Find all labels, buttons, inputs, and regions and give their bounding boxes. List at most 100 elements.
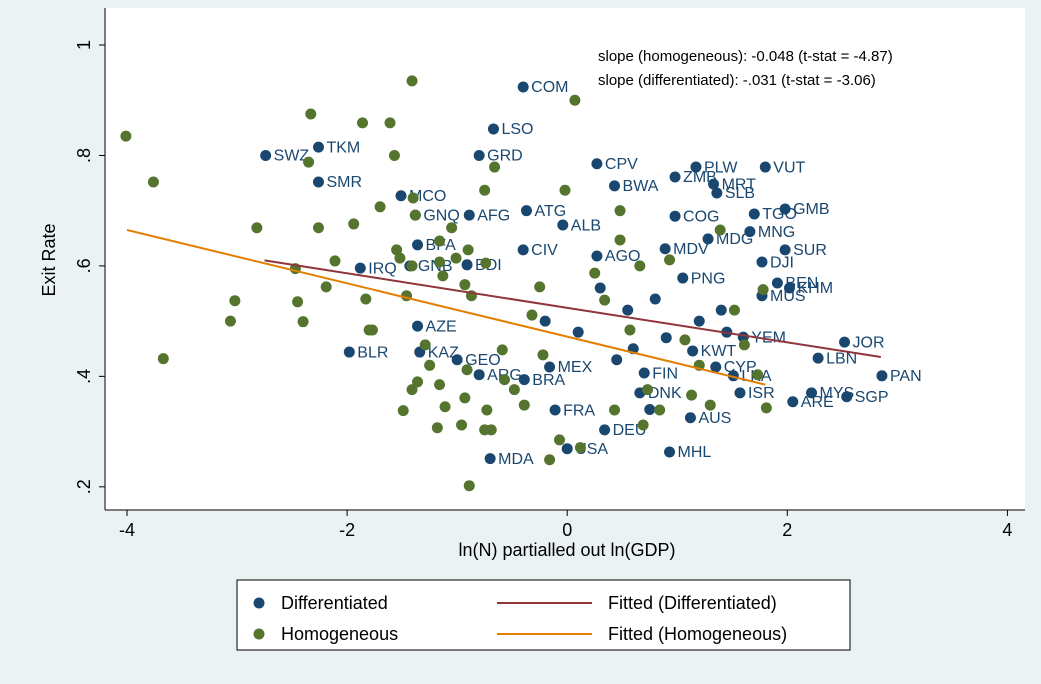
point — [715, 304, 727, 316]
point — [348, 218, 360, 230]
point — [384, 117, 396, 129]
point — [461, 364, 473, 376]
point-label: SWZ — [274, 148, 310, 165]
point — [431, 422, 443, 434]
annotation: slope (homogeneous): -0.048 (t-stat = -4… — [598, 48, 893, 65]
point — [559, 184, 571, 196]
point-label: IRQ — [368, 260, 396, 277]
point-label: ARE — [801, 394, 834, 411]
point-label: GRD — [487, 148, 523, 165]
point — [456, 419, 468, 431]
point-label: COG — [683, 208, 719, 225]
point — [485, 424, 497, 436]
point — [260, 149, 272, 161]
point — [690, 161, 702, 173]
point-label: MUS — [770, 288, 806, 305]
point — [459, 392, 471, 404]
point — [687, 345, 699, 357]
point — [461, 259, 473, 271]
point-label: MNG — [758, 224, 795, 241]
point — [812, 352, 824, 364]
point — [520, 205, 532, 217]
point — [644, 403, 656, 415]
plot-area — [105, 8, 1025, 510]
point — [462, 244, 474, 256]
point-label: BRA — [532, 372, 565, 389]
point-label: MYS — [820, 385, 855, 402]
y-tick-label: 1 — [74, 40, 94, 50]
point — [561, 443, 573, 455]
point — [534, 281, 546, 293]
point — [419, 339, 431, 351]
point — [708, 178, 720, 190]
point — [841, 391, 853, 403]
point — [489, 161, 501, 173]
point-label: MCO — [409, 188, 446, 205]
point-label: LSO — [501, 121, 533, 138]
point-label: SLB — [725, 185, 755, 202]
point — [649, 293, 661, 305]
point — [357, 117, 369, 129]
point — [638, 367, 650, 379]
x-axis-title: ln(N) partialled out ln(GDP) — [458, 540, 675, 560]
point — [312, 222, 324, 234]
point — [517, 81, 529, 93]
point — [609, 180, 621, 192]
point — [450, 252, 462, 264]
point — [728, 304, 740, 316]
point-label: PNG — [691, 270, 726, 287]
point — [611, 354, 623, 366]
point — [312, 176, 324, 188]
point — [395, 190, 407, 202]
y-tick-label: .8 — [74, 148, 94, 163]
point — [614, 205, 626, 217]
point-label: MHL — [678, 444, 712, 461]
point — [654, 404, 666, 416]
point — [312, 141, 324, 153]
point — [553, 434, 565, 446]
point — [806, 387, 818, 399]
point — [591, 250, 603, 262]
point — [660, 332, 672, 344]
point — [771, 277, 783, 289]
point — [669, 210, 681, 222]
legend-key — [253, 628, 265, 640]
point — [734, 387, 746, 399]
point — [496, 344, 508, 356]
point — [544, 454, 556, 466]
point — [394, 252, 406, 264]
point — [480, 257, 492, 269]
point-label: TKM — [326, 139, 360, 156]
point-label: AFG — [477, 207, 510, 224]
point — [679, 334, 691, 346]
point-label: MDG — [716, 231, 753, 248]
point — [574, 442, 586, 454]
point — [624, 324, 636, 336]
point-label: KHM — [797, 280, 833, 297]
y-tick-label: .2 — [74, 479, 94, 494]
point — [439, 401, 451, 413]
point — [473, 369, 485, 381]
point — [473, 149, 485, 161]
point — [481, 404, 493, 416]
point — [526, 309, 538, 321]
point-label: FRA — [563, 402, 595, 419]
point — [434, 256, 446, 268]
point — [157, 353, 169, 365]
x-tick-label: -2 — [339, 520, 355, 540]
point — [787, 396, 799, 408]
x-tick-label: -4 — [119, 520, 135, 540]
point — [412, 239, 424, 251]
point — [591, 158, 603, 170]
point — [752, 369, 764, 381]
point — [557, 219, 569, 231]
point — [412, 376, 424, 388]
legend-label: Fitted (Homogeneous) — [608, 624, 787, 644]
point — [354, 262, 366, 274]
point — [704, 399, 716, 411]
point-label: SMR — [326, 174, 362, 191]
point-label: MDV — [673, 241, 709, 258]
point — [614, 234, 626, 246]
legend-label: Differentiated — [281, 593, 388, 613]
